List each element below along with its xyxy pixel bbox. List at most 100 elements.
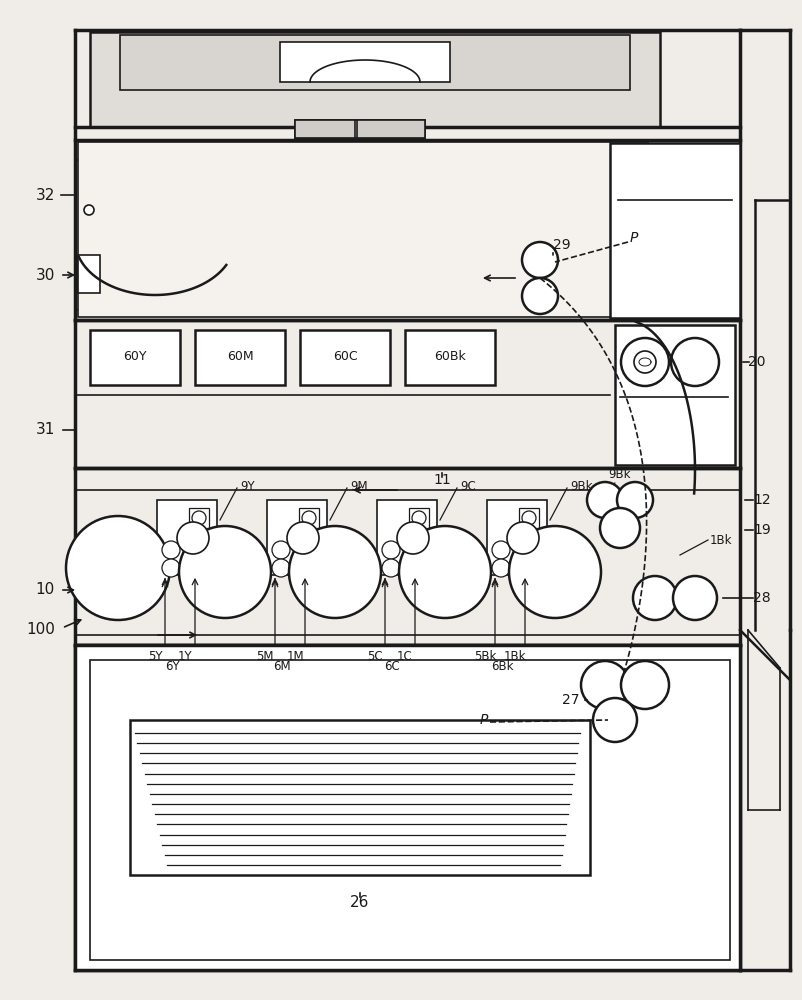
Text: 60Y: 60Y xyxy=(123,351,147,363)
Circle shape xyxy=(599,508,639,548)
Circle shape xyxy=(632,576,676,620)
Bar xyxy=(90,32,659,127)
Circle shape xyxy=(620,661,668,709)
Circle shape xyxy=(592,698,636,742)
Circle shape xyxy=(517,541,535,559)
Text: 27: 27 xyxy=(561,693,579,707)
Text: 9Bk: 9Bk xyxy=(607,468,630,481)
Bar xyxy=(298,508,318,528)
Bar xyxy=(408,508,428,528)
Text: 31: 31 xyxy=(35,422,55,438)
Bar xyxy=(300,330,390,385)
Bar xyxy=(90,330,180,385)
Bar xyxy=(294,120,424,138)
Bar xyxy=(130,720,589,875)
Text: 1M: 1M xyxy=(286,650,303,663)
Text: 5M: 5M xyxy=(256,650,273,663)
Text: 6C: 6C xyxy=(383,660,399,673)
Text: 29: 29 xyxy=(553,238,570,252)
Text: 28: 28 xyxy=(752,591,770,605)
Text: 6Y: 6Y xyxy=(164,660,179,673)
Circle shape xyxy=(302,511,316,525)
Text: 1Bk: 1Bk xyxy=(503,650,525,663)
Text: P: P xyxy=(480,713,488,727)
Circle shape xyxy=(508,526,600,618)
Bar xyxy=(357,120,424,138)
Bar xyxy=(280,42,449,82)
Circle shape xyxy=(382,559,399,577)
Text: 19: 19 xyxy=(752,523,770,537)
Circle shape xyxy=(634,351,655,373)
Text: P: P xyxy=(630,231,638,245)
Bar xyxy=(614,325,734,465)
Bar xyxy=(78,142,647,317)
Circle shape xyxy=(506,522,538,554)
Bar xyxy=(188,508,209,528)
Circle shape xyxy=(492,541,509,559)
Circle shape xyxy=(407,559,426,577)
Circle shape xyxy=(492,559,509,577)
Text: 1Y: 1Y xyxy=(177,650,192,663)
Bar xyxy=(486,500,546,575)
Circle shape xyxy=(286,522,318,554)
Text: 5Y: 5Y xyxy=(148,650,162,663)
Circle shape xyxy=(407,541,426,559)
Circle shape xyxy=(162,559,180,577)
Bar xyxy=(90,660,729,960)
Bar xyxy=(195,330,285,385)
Circle shape xyxy=(396,522,428,554)
Circle shape xyxy=(586,482,622,518)
Text: 100: 100 xyxy=(26,622,55,638)
Text: 1C: 1C xyxy=(397,650,412,663)
Circle shape xyxy=(179,526,270,618)
Circle shape xyxy=(620,338,668,386)
Text: 32: 32 xyxy=(35,188,55,202)
Circle shape xyxy=(382,541,399,559)
Text: 1Bk: 1Bk xyxy=(709,534,731,546)
Text: 6Bk: 6Bk xyxy=(490,660,512,673)
Circle shape xyxy=(517,559,535,577)
Circle shape xyxy=(289,526,380,618)
Circle shape xyxy=(616,482,652,518)
Text: 5Bk: 5Bk xyxy=(473,650,496,663)
Circle shape xyxy=(272,541,290,559)
Circle shape xyxy=(176,522,209,554)
Circle shape xyxy=(521,511,535,525)
Circle shape xyxy=(581,661,628,709)
Text: 30: 30 xyxy=(35,267,55,282)
Text: 9M: 9M xyxy=(350,480,367,492)
Circle shape xyxy=(272,559,290,577)
Bar xyxy=(119,35,630,90)
Circle shape xyxy=(298,541,316,559)
Circle shape xyxy=(188,559,206,577)
Circle shape xyxy=(162,541,180,559)
Text: 60Bk: 60Bk xyxy=(434,351,465,363)
Circle shape xyxy=(411,511,426,525)
Circle shape xyxy=(670,338,718,386)
Circle shape xyxy=(298,559,316,577)
Bar xyxy=(78,255,100,293)
Text: 9Bk: 9Bk xyxy=(569,480,592,492)
Circle shape xyxy=(521,278,557,314)
Text: 60M: 60M xyxy=(226,351,253,363)
Circle shape xyxy=(521,242,557,278)
Bar xyxy=(294,120,354,138)
Circle shape xyxy=(192,511,206,525)
Bar xyxy=(267,500,326,575)
Text: 6M: 6M xyxy=(273,660,290,673)
Text: 10: 10 xyxy=(36,582,55,597)
Bar xyxy=(610,143,739,318)
Bar xyxy=(404,330,494,385)
Text: 20: 20 xyxy=(747,355,764,369)
Text: 5C: 5C xyxy=(367,650,383,663)
Circle shape xyxy=(188,541,206,559)
Text: 11: 11 xyxy=(432,473,450,487)
Text: 9Y: 9Y xyxy=(240,480,254,492)
Circle shape xyxy=(672,576,716,620)
Text: 9C: 9C xyxy=(460,480,475,492)
Text: 60C: 60C xyxy=(332,351,357,363)
Circle shape xyxy=(66,516,170,620)
Circle shape xyxy=(399,526,490,618)
Bar xyxy=(376,500,436,575)
Bar xyxy=(157,500,217,575)
